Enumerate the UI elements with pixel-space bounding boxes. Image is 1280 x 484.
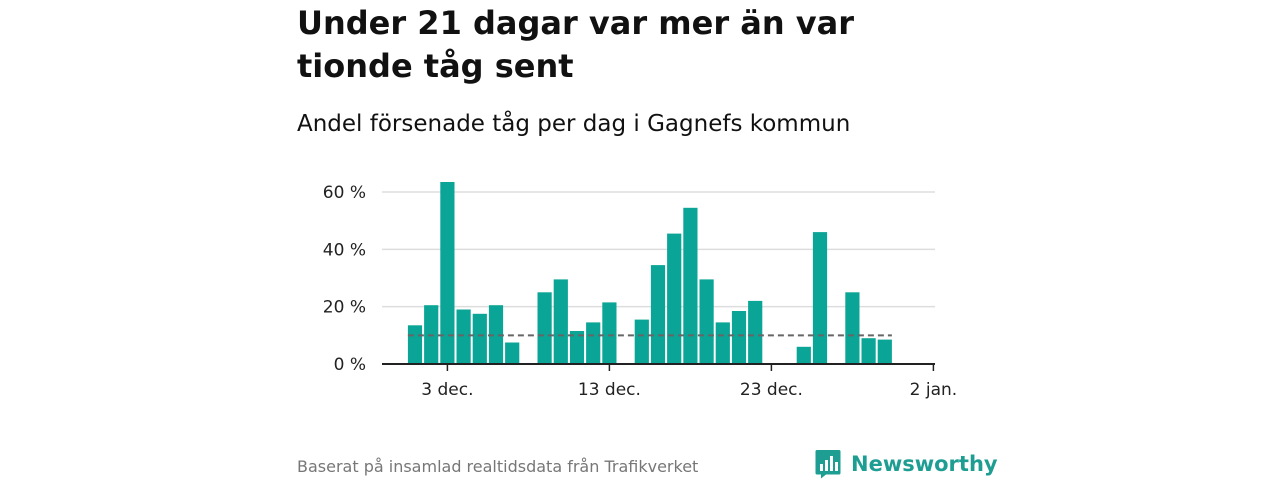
bar xyxy=(861,338,876,364)
bar xyxy=(812,232,828,364)
x-tick-label: 3 dec. xyxy=(421,380,473,400)
bar xyxy=(877,339,892,364)
bar xyxy=(667,233,682,364)
x-tick-label: 2 jan. xyxy=(910,380,958,400)
bar xyxy=(731,311,747,364)
bar xyxy=(553,279,568,364)
bar xyxy=(407,325,423,364)
bar xyxy=(602,302,617,364)
bar xyxy=(440,182,455,364)
bar xyxy=(715,322,730,364)
chart-subtitle: Andel försenade tåg per dag i Gagnefs ko… xyxy=(297,111,851,137)
x-tick-label: 23 dec. xyxy=(740,380,803,400)
brand-name: Newsworthy xyxy=(851,452,998,476)
newsworthy-logo-icon xyxy=(815,450,841,479)
y-tick-label: 40 % xyxy=(323,240,366,260)
x-tick-label: 13 dec. xyxy=(578,380,641,400)
bar xyxy=(699,279,714,364)
bar xyxy=(488,305,504,364)
bar xyxy=(796,346,811,364)
bar xyxy=(537,292,552,364)
brand-logo[interactable]: Newsworthy xyxy=(815,444,998,484)
bar xyxy=(472,313,487,364)
bar xyxy=(456,309,471,364)
chart-header: Under 21 dagar var mer än var tionde tåg… xyxy=(297,0,997,480)
bar xyxy=(650,265,666,364)
y-tick-label: 0 % xyxy=(334,355,366,375)
bar xyxy=(845,292,860,364)
bar xyxy=(683,207,698,364)
bar xyxy=(569,331,585,364)
y-tick-label: 20 % xyxy=(323,298,366,318)
source-note: Baserat på insamlad realtidsdata från Tr… xyxy=(297,457,699,476)
bar xyxy=(505,342,520,364)
chart-title: Under 21 dagar var mer än var tionde tåg… xyxy=(297,4,854,85)
bar xyxy=(748,300,763,364)
y-tick-label: 60 % xyxy=(323,183,366,203)
bar xyxy=(634,319,649,364)
bar-chart: 0 % 20 % 40 % 60 % 3 dec. 13 dec. 23 dec. 2 jan… xyxy=(323,182,958,400)
bar xyxy=(586,322,601,364)
